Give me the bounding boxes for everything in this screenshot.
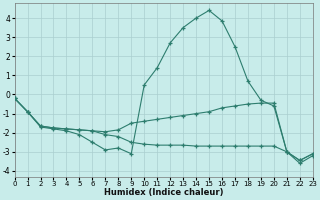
X-axis label: Humidex (Indice chaleur): Humidex (Indice chaleur) [104,188,223,197]
